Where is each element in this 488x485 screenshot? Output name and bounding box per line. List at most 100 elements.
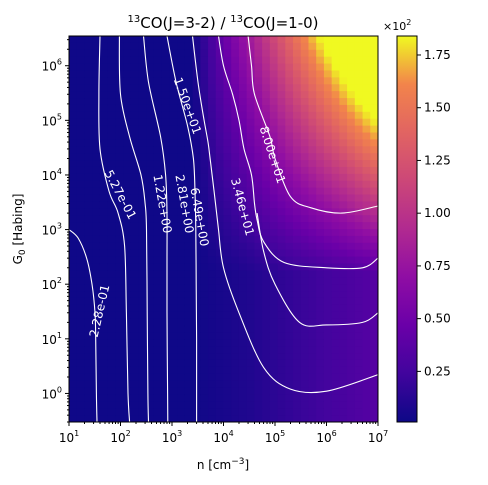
heatmap-cell bbox=[354, 215, 364, 223]
heatmap-cell bbox=[362, 36, 371, 44]
heatmap-cell bbox=[277, 263, 286, 271]
heatmap-cell bbox=[99, 277, 109, 285]
heatmap-cell bbox=[200, 387, 209, 396]
heatmap-cell bbox=[339, 284, 348, 292]
heatmap-cell bbox=[123, 401, 132, 409]
heatmap-cell bbox=[285, 194, 294, 203]
heatmap-cell bbox=[177, 311, 186, 320]
heatmap-cell bbox=[277, 222, 286, 230]
heatmap-cell bbox=[339, 139, 348, 147]
heatmap-cell bbox=[200, 304, 209, 313]
heatmap-cell bbox=[177, 222, 186, 230]
heatmap-cell bbox=[293, 339, 302, 347]
heatmap-cell bbox=[146, 215, 155, 223]
heatmap-cell bbox=[254, 146, 263, 154]
heatmap-cell bbox=[215, 132, 225, 140]
heatmap-cell bbox=[99, 36, 109, 44]
heatmap-cell bbox=[316, 91, 325, 99]
heatmap-cell bbox=[308, 270, 317, 278]
heatmap-cell bbox=[84, 332, 93, 340]
heatmap-cell bbox=[146, 346, 155, 354]
heatmap-cell bbox=[123, 222, 132, 230]
heatmap-cell bbox=[347, 91, 356, 99]
heatmap-cell bbox=[254, 42, 263, 51]
heatmap-cell bbox=[169, 235, 178, 244]
heatmap-cell bbox=[262, 201, 271, 209]
heatmap-cell bbox=[99, 215, 109, 223]
heatmap-cell bbox=[339, 118, 348, 127]
heatmap-cell bbox=[300, 201, 310, 209]
heatmap-cell bbox=[277, 325, 286, 333]
heatmap-cell bbox=[177, 249, 186, 258]
heatmap-cell bbox=[370, 139, 378, 147]
heatmap-cell bbox=[370, 415, 378, 422]
heatmap-cell bbox=[238, 401, 248, 409]
heatmap-cell bbox=[153, 346, 163, 354]
heatmap-cell bbox=[269, 201, 279, 209]
heatmap-cell bbox=[300, 263, 310, 271]
heatmap-cell bbox=[231, 401, 240, 409]
heatmap-cell bbox=[161, 249, 171, 258]
heatmap-cell bbox=[339, 394, 348, 402]
heatmap-cell bbox=[76, 208, 86, 216]
heatmap-cell bbox=[76, 242, 86, 251]
heatmap-cell bbox=[293, 42, 302, 51]
heatmap-cell bbox=[262, 146, 271, 154]
heatmap-cell bbox=[347, 249, 356, 258]
heatmap-cell bbox=[238, 339, 248, 347]
heatmap-cell bbox=[347, 304, 356, 313]
heatmap-cell bbox=[277, 332, 286, 340]
heatmap-cell bbox=[285, 249, 294, 258]
heatmap-cell bbox=[92, 111, 101, 120]
heatmap-cell bbox=[69, 132, 78, 140]
heatmap-cell bbox=[254, 318, 263, 327]
heatmap-cell bbox=[370, 256, 378, 265]
heatmap-cell bbox=[362, 56, 371, 65]
heatmap-cell bbox=[208, 373, 217, 382]
heatmap-cell bbox=[370, 215, 378, 223]
heatmap-cell bbox=[370, 111, 378, 120]
heatmap-cell bbox=[177, 284, 186, 292]
heatmap-cell bbox=[362, 401, 371, 409]
heatmap-cell bbox=[69, 36, 78, 44]
heatmap-cell bbox=[215, 249, 225, 258]
heatmap-cell bbox=[347, 284, 356, 292]
heatmap-cell bbox=[115, 277, 124, 285]
heatmap-cell bbox=[238, 242, 248, 251]
heatmap-cell bbox=[362, 415, 371, 422]
heatmap-cell bbox=[200, 187, 209, 196]
heatmap-cell bbox=[316, 408, 325, 416]
heatmap-cell bbox=[92, 70, 101, 78]
heatmap-cell bbox=[76, 332, 86, 340]
heatmap-cell bbox=[84, 194, 93, 203]
heatmap-cell bbox=[192, 118, 201, 127]
heatmap-cell bbox=[208, 98, 217, 106]
heatmap-cell bbox=[84, 77, 93, 85]
heatmap-cell bbox=[308, 235, 317, 244]
heatmap-cell bbox=[354, 256, 364, 265]
heatmap-cell bbox=[308, 359, 317, 368]
heatmap-cell bbox=[177, 84, 186, 92]
x-tick-label: 103 bbox=[162, 429, 182, 445]
heatmap-cell bbox=[254, 160, 263, 168]
heatmap-cell bbox=[177, 394, 186, 402]
heatmap-cell bbox=[208, 325, 217, 333]
heatmap-cell bbox=[370, 36, 378, 44]
heatmap-cell bbox=[231, 408, 240, 416]
heatmap-cell bbox=[254, 63, 263, 72]
heatmap-cell bbox=[293, 187, 302, 196]
heatmap-cell bbox=[215, 291, 225, 299]
x-tick-label: 102 bbox=[110, 429, 130, 445]
heatmap-cell bbox=[362, 173, 371, 182]
heatmap-cell bbox=[277, 284, 286, 292]
heatmap-cell bbox=[184, 394, 194, 402]
heatmap-cell bbox=[223, 180, 232, 189]
heatmap-cell bbox=[215, 359, 225, 368]
heatmap-cell bbox=[130, 235, 140, 244]
heatmap-cell bbox=[169, 146, 178, 154]
heatmap-cell bbox=[347, 291, 356, 299]
heatmap-cell bbox=[246, 311, 255, 320]
heatmap-cell bbox=[269, 263, 279, 271]
heatmap-cell bbox=[138, 118, 147, 127]
heatmap-cell bbox=[130, 353, 140, 361]
